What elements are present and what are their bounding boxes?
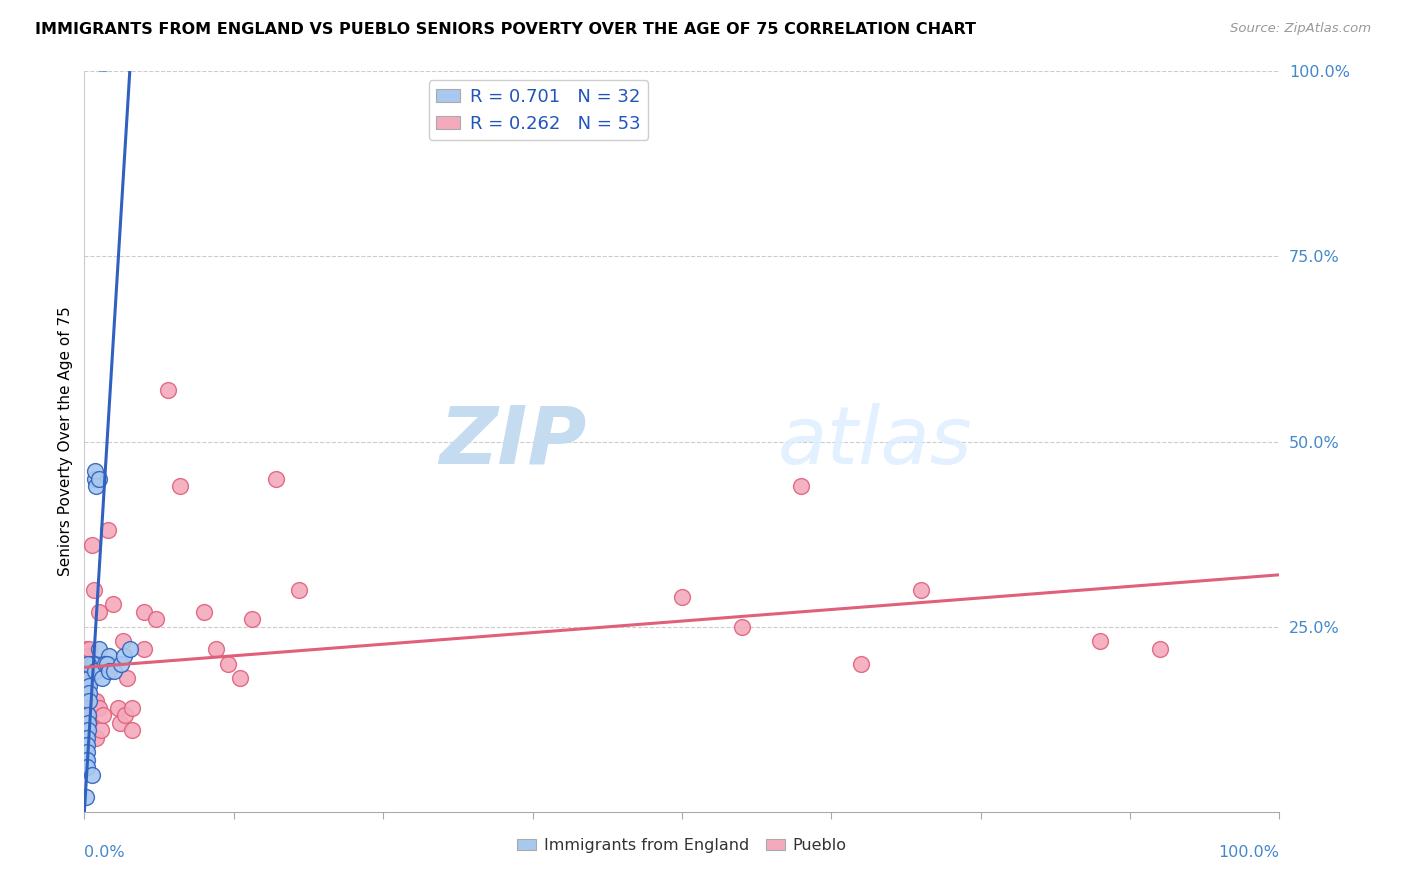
Point bbox=[77, 701, 100, 715]
Point bbox=[107, 701, 129, 715]
Point bbox=[1149, 641, 1171, 656]
Point bbox=[86, 731, 108, 745]
Point bbox=[111, 634, 134, 648]
Point bbox=[77, 708, 100, 723]
Point bbox=[87, 701, 110, 715]
Point bbox=[77, 715, 100, 730]
Point bbox=[76, 641, 98, 656]
Point bbox=[76, 746, 98, 760]
Point bbox=[910, 582, 932, 597]
Point bbox=[77, 715, 100, 730]
Point bbox=[1090, 634, 1112, 648]
Point bbox=[229, 672, 252, 686]
Point bbox=[77, 679, 100, 693]
Point bbox=[117, 672, 139, 686]
Point bbox=[77, 657, 100, 671]
Point bbox=[87, 605, 110, 619]
Point bbox=[100, 657, 122, 671]
Point bbox=[77, 641, 100, 656]
Point bbox=[83, 664, 105, 678]
Point bbox=[76, 679, 98, 693]
Point bbox=[110, 715, 132, 730]
Point bbox=[87, 471, 110, 485]
Point bbox=[97, 657, 120, 671]
Point bbox=[91, 672, 114, 686]
Point bbox=[76, 694, 98, 708]
Point bbox=[110, 657, 132, 671]
Text: 100.0%: 100.0% bbox=[1219, 845, 1279, 860]
Point bbox=[80, 664, 103, 678]
Text: ZIP: ZIP bbox=[439, 402, 586, 481]
Point bbox=[87, 641, 110, 656]
Point bbox=[76, 738, 98, 752]
Point bbox=[83, 694, 105, 708]
Point bbox=[76, 649, 98, 664]
Point bbox=[121, 723, 143, 738]
Text: Source: ZipAtlas.com: Source: ZipAtlas.com bbox=[1230, 22, 1371, 36]
Point bbox=[101, 598, 124, 612]
Point bbox=[75, 789, 97, 804]
Point bbox=[169, 479, 191, 493]
Point bbox=[132, 641, 156, 656]
Point bbox=[288, 582, 311, 597]
Point bbox=[76, 664, 98, 678]
Point bbox=[80, 657, 103, 671]
Point bbox=[84, 464, 107, 478]
Point bbox=[76, 731, 98, 745]
Point bbox=[86, 694, 108, 708]
Text: 0.0%: 0.0% bbox=[84, 845, 125, 860]
Point bbox=[76, 753, 98, 767]
Point bbox=[76, 657, 98, 671]
Point bbox=[76, 760, 98, 774]
Point bbox=[121, 701, 143, 715]
Point bbox=[98, 664, 121, 678]
Point bbox=[264, 471, 287, 485]
Point bbox=[77, 686, 100, 700]
Point bbox=[86, 479, 108, 493]
Point bbox=[205, 641, 228, 656]
Point bbox=[157, 383, 180, 397]
Text: IMMIGRANTS FROM ENGLAND VS PUEBLO SENIORS POVERTY OVER THE AGE OF 75 CORRELATION: IMMIGRANTS FROM ENGLAND VS PUEBLO SENIOR… bbox=[35, 22, 976, 37]
Point bbox=[80, 538, 103, 552]
Y-axis label: Seniors Poverty Over the Age of 75: Seniors Poverty Over the Age of 75 bbox=[58, 307, 73, 576]
Point bbox=[80, 767, 103, 781]
Point bbox=[76, 672, 98, 686]
Point bbox=[77, 694, 100, 708]
Point bbox=[118, 641, 141, 656]
Point bbox=[93, 657, 115, 671]
Point bbox=[132, 605, 156, 619]
Point bbox=[240, 612, 263, 626]
Point bbox=[217, 657, 239, 671]
Point bbox=[731, 619, 754, 633]
Point bbox=[671, 590, 693, 604]
Point bbox=[84, 471, 107, 485]
Point bbox=[98, 649, 121, 664]
Point bbox=[851, 657, 873, 671]
Point bbox=[77, 672, 100, 686]
Point bbox=[97, 524, 120, 538]
Point bbox=[77, 701, 100, 715]
Point bbox=[114, 708, 136, 723]
Point bbox=[93, 708, 115, 723]
Point bbox=[790, 479, 813, 493]
Point bbox=[145, 612, 167, 626]
Point bbox=[112, 649, 135, 664]
Point bbox=[90, 723, 112, 738]
Point bbox=[82, 657, 104, 671]
Text: atlas: atlas bbox=[778, 402, 973, 481]
Legend: R = 0.701   N = 32, R = 0.262   N = 53: R = 0.701 N = 32, R = 0.262 N = 53 bbox=[429, 80, 648, 140]
Point bbox=[103, 664, 125, 678]
Point bbox=[96, 657, 118, 671]
Point bbox=[193, 605, 215, 619]
Point bbox=[77, 723, 100, 738]
Point bbox=[83, 582, 105, 597]
Point bbox=[84, 664, 107, 678]
Point bbox=[77, 708, 100, 723]
